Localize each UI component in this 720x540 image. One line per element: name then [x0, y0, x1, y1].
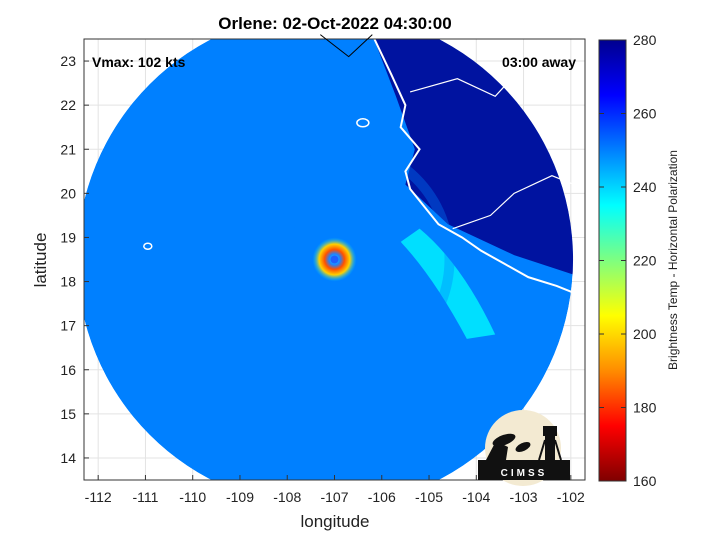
x-tick-label: -109: [226, 489, 254, 505]
colorbar-tick-label: 280: [633, 32, 657, 48]
chart-title: Orlene: 02-Oct-2022 04:30:00: [218, 14, 451, 33]
y-axis-label: latitude: [31, 233, 50, 288]
y-tick-label: 17: [60, 318, 76, 334]
colorbar-tick-label: 180: [633, 400, 657, 416]
time-away-annotation: 03:00 away: [502, 54, 576, 70]
colorbar-tick-label: 200: [633, 326, 657, 342]
colorbar-ticks: 160 180 200 220 240 260 280: [599, 32, 657, 489]
coastal-rainband: [400, 228, 496, 339]
outer-rainband: [214, 139, 455, 380]
y-tick-label: 23: [60, 53, 76, 69]
eye: [330, 255, 339, 264]
y-tick-label: 18: [60, 274, 76, 290]
x-tick-label: -108: [273, 489, 301, 505]
x-axis-label: longitude: [300, 512, 369, 531]
x-tick-label: -105: [415, 489, 443, 505]
x-tick-label: -110: [179, 489, 206, 505]
mexico-coastline: [373, 39, 585, 299]
colorbar-tick-label: 160: [633, 473, 657, 489]
x-tick-label: -112: [85, 489, 112, 505]
y-tick-label: 16: [60, 362, 76, 378]
x-tick-label: -111: [132, 489, 158, 505]
coastline: [143, 39, 585, 299]
socorro-island: [143, 242, 153, 251]
y-tick-label: 20: [60, 185, 76, 201]
x-tick-label: -107: [320, 489, 348, 505]
y-tick-label: 21: [60, 141, 76, 157]
colorbar-label: Brightness Temp - Horizontal Polarizatio…: [666, 150, 680, 370]
colorbar-tick-label: 240: [633, 179, 657, 195]
y-tick-label: 19: [60, 229, 76, 245]
x-axis-ticks: -112 -111 -110 -109 -108 -107 -106 -105 -104 -103…: [85, 475, 585, 505]
y-axis-ticks: 14 15 16 17 18 19 20 21 22 23: [60, 53, 89, 466]
y-tick-label: 22: [60, 97, 76, 113]
x-tick-label: -104: [462, 489, 490, 505]
colorbar-tick-label: 260: [633, 106, 657, 122]
cimss-logo: CIMSS: [478, 410, 570, 486]
islas-marias: [356, 118, 370, 128]
coastline-outside-swath: [320, 34, 373, 58]
vmax-annotation: Vmax: 102 kts: [92, 54, 186, 70]
y-tick-label: 15: [60, 406, 76, 422]
logo-text: CIMSS: [501, 468, 548, 479]
colorbar-tick-label: 220: [633, 253, 657, 269]
inner-rainband: [265, 190, 404, 329]
x-tick-label: -103: [510, 489, 538, 505]
x-tick-label: -106: [368, 489, 396, 505]
state-border: [452, 175, 585, 230]
x-tick-label: -102: [557, 489, 585, 505]
state-border: [409, 56, 562, 98]
y-tick-label: 14: [60, 450, 76, 466]
